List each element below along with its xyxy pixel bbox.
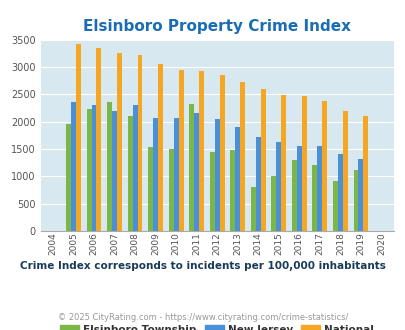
Bar bbox=[76, 44, 81, 231]
Bar bbox=[189, 104, 194, 231]
Bar bbox=[66, 124, 71, 231]
Bar bbox=[107, 103, 112, 231]
Bar bbox=[362, 115, 367, 231]
Bar bbox=[194, 114, 198, 231]
Bar bbox=[358, 159, 362, 231]
Legend: Elsinboro Township, New Jersey, National: Elsinboro Township, New Jersey, National bbox=[56, 320, 377, 330]
Bar bbox=[96, 49, 101, 231]
Bar bbox=[255, 137, 260, 231]
Bar bbox=[178, 70, 183, 231]
Bar bbox=[127, 116, 132, 231]
Bar bbox=[219, 75, 224, 231]
Bar bbox=[117, 53, 121, 231]
Bar bbox=[71, 102, 76, 231]
Bar bbox=[91, 105, 96, 231]
Bar bbox=[276, 143, 281, 231]
Bar bbox=[342, 111, 347, 231]
Bar bbox=[158, 64, 162, 231]
Bar bbox=[209, 152, 214, 231]
Bar bbox=[291, 160, 296, 231]
Bar bbox=[86, 109, 91, 231]
Bar bbox=[250, 187, 255, 231]
Bar bbox=[173, 118, 178, 231]
Bar bbox=[317, 146, 322, 231]
Bar bbox=[337, 154, 342, 231]
Bar bbox=[271, 176, 276, 231]
Bar bbox=[322, 101, 326, 231]
Bar bbox=[240, 82, 245, 231]
Text: Crime Index corresponds to incidents per 100,000 inhabitants: Crime Index corresponds to incidents per… bbox=[20, 261, 385, 271]
Bar bbox=[132, 105, 137, 231]
Bar bbox=[148, 147, 153, 231]
Title: Elsinboro Property Crime Index: Elsinboro Property Crime Index bbox=[83, 19, 350, 34]
Bar bbox=[301, 96, 306, 231]
Bar bbox=[198, 71, 204, 231]
Bar bbox=[332, 181, 337, 231]
Bar bbox=[235, 127, 240, 231]
Bar bbox=[112, 111, 117, 231]
Bar bbox=[296, 146, 301, 231]
Bar bbox=[153, 118, 158, 231]
Bar bbox=[281, 95, 286, 231]
Bar bbox=[312, 165, 317, 231]
Bar bbox=[260, 89, 265, 231]
Bar bbox=[137, 55, 142, 231]
Bar bbox=[214, 119, 219, 231]
Bar bbox=[168, 149, 173, 231]
Text: © 2025 CityRating.com - https://www.cityrating.com/crime-statistics/: © 2025 CityRating.com - https://www.city… bbox=[58, 313, 347, 322]
Bar bbox=[230, 150, 235, 231]
Bar bbox=[353, 170, 358, 231]
